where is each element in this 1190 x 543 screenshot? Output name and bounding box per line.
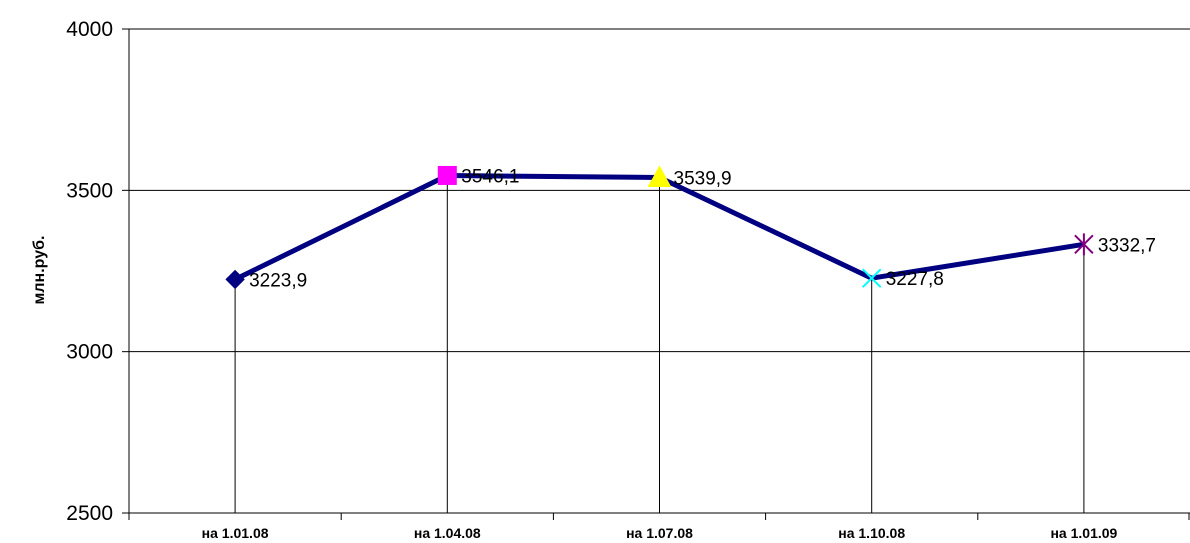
x-tick-label: на 1.04.08 [414, 525, 481, 541]
data-label: 3539,9 [674, 168, 732, 189]
marker-diamond [225, 269, 245, 290]
drop-lines [234, 175, 1085, 513]
x-tick-label: на 1.01.09 [1050, 525, 1117, 541]
data-label: 3546,1 [461, 166, 519, 187]
y-ticks: 2500 3000 3500 4000 [66, 18, 129, 525]
data-label: 3227,8 [886, 269, 944, 290]
data-labels: 3223,9 3546,1 3539,9 3227,8 3332,7 [249, 166, 1156, 291]
x-ticks: на 1.01.08 на 1.04.08 на 1.07.08 на 1.10.08… [128, 513, 1190, 541]
data-label: 3223,9 [249, 270, 307, 291]
y-tick-label: 3500 [66, 179, 113, 202]
y-tick-label: 2500 [66, 502, 113, 525]
marker-x [861, 268, 882, 288]
marker-triangle [647, 165, 672, 187]
y-axis-label: млн.руб. [31, 236, 48, 305]
markers [225, 165, 1094, 290]
marker-star [1074, 233, 1094, 256]
marker-square [437, 165, 457, 185]
x-tick-label: на 1.07.08 [626, 525, 693, 541]
x-tick-label: на 1.01.08 [202, 525, 269, 541]
x-tick-label: на 1.10.08 [838, 525, 905, 541]
data-label: 3332,7 [1098, 235, 1156, 256]
y-tick-label: 4000 [66, 18, 113, 41]
y-tick-label: 3000 [66, 341, 113, 364]
